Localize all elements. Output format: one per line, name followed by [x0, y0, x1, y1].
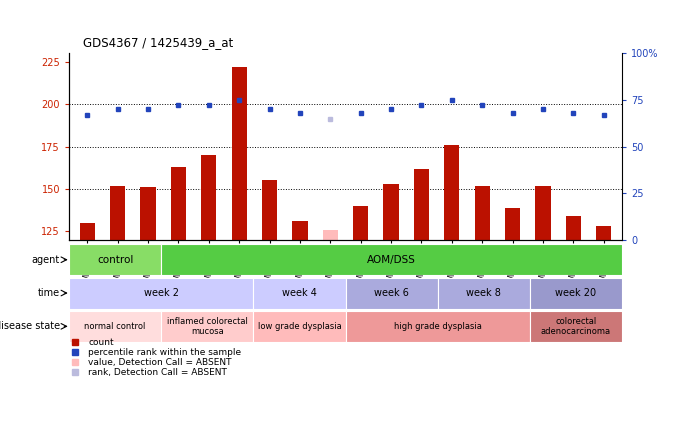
Bar: [69, 311, 161, 342]
Text: week 2: week 2: [144, 288, 179, 298]
Bar: [353, 206, 368, 240]
Bar: [414, 169, 429, 240]
Bar: [231, 67, 247, 240]
Bar: [254, 311, 346, 342]
Bar: [346, 278, 437, 309]
Bar: [530, 311, 622, 342]
Text: week 20: week 20: [556, 288, 596, 298]
Bar: [323, 230, 338, 240]
Text: inflamed colorectal
mucosa: inflamed colorectal mucosa: [167, 317, 248, 336]
Bar: [254, 278, 346, 309]
Text: normal control: normal control: [84, 322, 146, 331]
Text: AOM/DSS: AOM/DSS: [367, 255, 416, 265]
Bar: [201, 155, 216, 240]
Bar: [566, 216, 581, 240]
Text: rank, Detection Call = ABSENT: rank, Detection Call = ABSENT: [88, 368, 227, 377]
Text: week 4: week 4: [282, 288, 317, 298]
Bar: [262, 180, 277, 240]
Text: week 6: week 6: [374, 288, 409, 298]
Bar: [384, 184, 399, 240]
Text: agent: agent: [32, 255, 60, 265]
Text: high grade dysplasia: high grade dysplasia: [394, 322, 482, 331]
Bar: [69, 278, 254, 309]
Bar: [79, 223, 95, 240]
Bar: [437, 278, 530, 309]
Text: count: count: [88, 338, 114, 347]
Text: control: control: [97, 255, 133, 265]
Text: colorectal
adenocarcinoma: colorectal adenocarcinoma: [541, 317, 611, 336]
Bar: [140, 187, 155, 240]
Bar: [505, 207, 520, 240]
Text: value, Detection Call = ABSENT: value, Detection Call = ABSENT: [88, 358, 232, 367]
Text: disease state: disease state: [0, 321, 60, 331]
Text: time: time: [38, 288, 60, 298]
Bar: [530, 278, 622, 309]
Bar: [161, 244, 622, 275]
Bar: [536, 186, 551, 240]
Bar: [444, 145, 460, 240]
Bar: [110, 186, 125, 240]
Text: GDS4367 / 1425439_a_at: GDS4367 / 1425439_a_at: [83, 36, 233, 49]
Bar: [475, 186, 490, 240]
Bar: [171, 167, 186, 240]
Bar: [292, 221, 307, 240]
Bar: [596, 226, 612, 240]
Text: week 8: week 8: [466, 288, 501, 298]
Bar: [161, 311, 254, 342]
Bar: [346, 311, 530, 342]
Text: percentile rank within the sample: percentile rank within the sample: [88, 348, 242, 357]
Text: low grade dysplasia: low grade dysplasia: [258, 322, 341, 331]
Bar: [69, 244, 161, 275]
